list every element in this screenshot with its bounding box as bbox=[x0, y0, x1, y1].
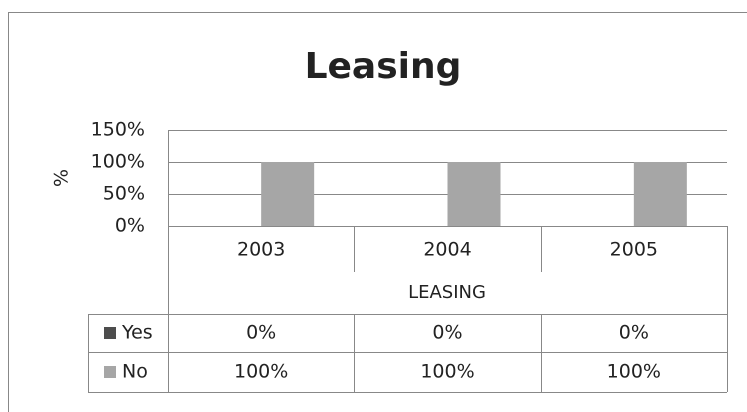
y-tick-label: 0% bbox=[115, 215, 145, 237]
y-tick-label: 100% bbox=[91, 151, 145, 173]
legend-key bbox=[104, 366, 116, 378]
table-value: 0% bbox=[619, 322, 649, 344]
x-tick-label: 2003 bbox=[237, 239, 285, 261]
table-value: 0% bbox=[432, 322, 462, 344]
table-value: 100% bbox=[234, 361, 288, 383]
x-tick-label: 2004 bbox=[423, 239, 471, 261]
table-value: 100% bbox=[420, 361, 474, 383]
y-axis-label: % bbox=[51, 169, 73, 187]
y-tick-label: 50% bbox=[103, 183, 145, 205]
table-value: 100% bbox=[607, 361, 661, 383]
legend-label: Yes bbox=[121, 322, 153, 344]
y-tick-label: 150% bbox=[91, 119, 145, 141]
table-value: 0% bbox=[246, 322, 276, 344]
bar bbox=[633, 162, 687, 226]
bar bbox=[261, 162, 315, 226]
legend-key bbox=[104, 327, 116, 339]
legend-label: No bbox=[122, 361, 148, 383]
bar bbox=[447, 162, 501, 226]
x-tick-label: 2005 bbox=[610, 239, 658, 261]
x-axis-label: LEASING bbox=[408, 282, 486, 303]
chart-frame bbox=[8, 12, 747, 412]
chart-title: Leasing bbox=[305, 46, 462, 87]
